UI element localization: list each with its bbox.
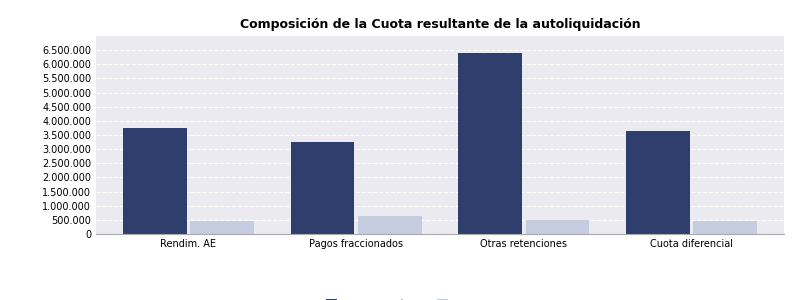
Bar [458,53,522,234]
Bar [190,221,254,234]
Bar [626,131,690,234]
Bar [123,128,186,234]
Title: Composición de la Cuota resultante de la autoliquidación: Composición de la Cuota resultante de la… [240,18,640,31]
Bar [526,220,590,234]
Bar [694,221,757,234]
Bar [358,217,422,234]
Bar [290,142,354,234]
Legend: Actividad única, Varias actividades: Actividad única, Varias actividades [322,295,558,300]
